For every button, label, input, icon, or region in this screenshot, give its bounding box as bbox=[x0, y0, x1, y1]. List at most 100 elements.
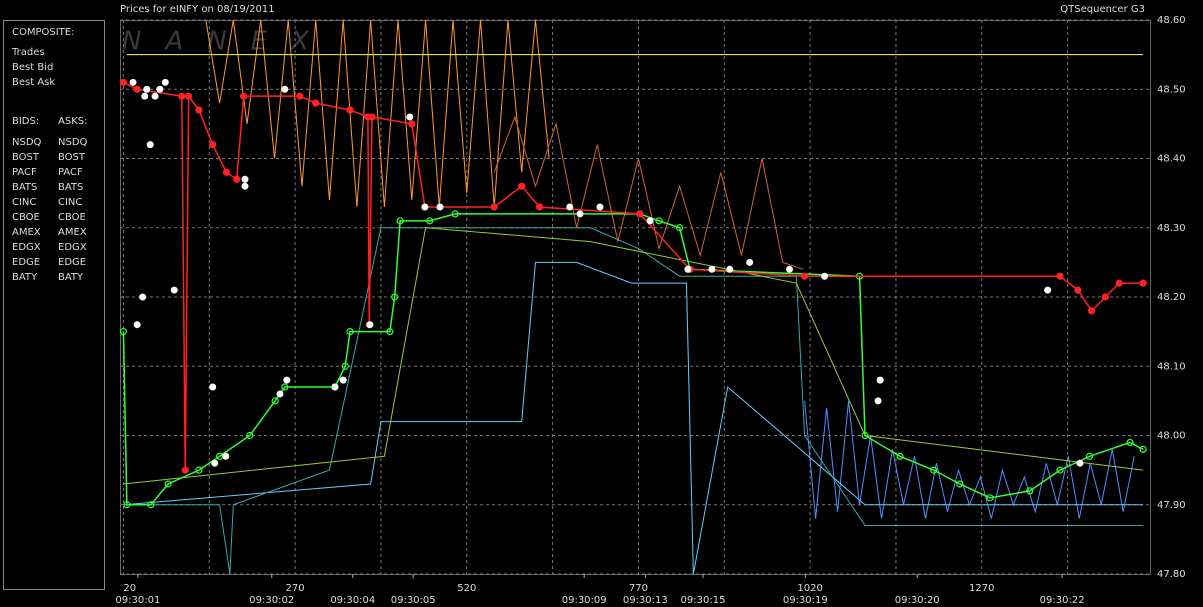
trade-dot bbox=[646, 217, 654, 225]
trade-dot bbox=[170, 286, 178, 294]
quote-marker bbox=[164, 480, 172, 488]
quote-marker bbox=[233, 175, 241, 183]
time-tick-label: 09:30:09 bbox=[562, 595, 607, 606]
trade-dot bbox=[684, 265, 692, 273]
x-tick-label: 1020 bbox=[797, 583, 822, 594]
quote-marker bbox=[222, 168, 231, 176]
quote-marker bbox=[986, 494, 994, 502]
quote-marker bbox=[185, 92, 193, 100]
y-tick-label: 47.90 bbox=[1157, 500, 1186, 511]
quote-marker bbox=[133, 85, 141, 93]
quote-marker bbox=[195, 466, 203, 474]
trade-dot bbox=[156, 85, 164, 93]
legend-bid: EDGX bbox=[12, 242, 41, 253]
quote-marker bbox=[1026, 487, 1034, 495]
quote-marker bbox=[1088, 307, 1096, 315]
quote-marker bbox=[386, 328, 394, 336]
quote-marker bbox=[1074, 286, 1082, 294]
legend-ask: BOST bbox=[58, 152, 86, 163]
legend-heading: ASKS: bbox=[58, 116, 87, 127]
x-tick-label: 270 bbox=[286, 583, 305, 594]
quote-line bbox=[122, 213, 1144, 506]
time-tick-label: 09:30:04 bbox=[330, 595, 375, 606]
legend-heading: BIDS: bbox=[12, 116, 39, 127]
legend-ask: EDGX bbox=[58, 242, 87, 253]
watermark: NANEX bbox=[122, 27, 333, 57]
quote-marker bbox=[636, 210, 644, 218]
legend-ask: AMEX bbox=[58, 227, 87, 238]
y-tick-label: 48.20 bbox=[1157, 292, 1186, 303]
time-tick-label: 09:30:15 bbox=[681, 595, 726, 606]
trade-dot bbox=[746, 258, 754, 266]
legend-ask: CBOE bbox=[58, 212, 86, 223]
quote-marker bbox=[518, 182, 526, 190]
trade-dot bbox=[339, 376, 347, 384]
quote-marker bbox=[119, 78, 128, 86]
quote-marker bbox=[246, 431, 254, 440]
legend-entry: Best Bid bbox=[12, 62, 53, 73]
trade-dot bbox=[276, 390, 284, 398]
quote-marker bbox=[1056, 466, 1064, 474]
trade-dot bbox=[151, 92, 159, 100]
quote-marker bbox=[676, 224, 684, 232]
trade-dot bbox=[209, 383, 217, 391]
legend-ask: EDGE bbox=[58, 257, 86, 268]
quote-marker bbox=[426, 217, 434, 225]
y-tick-label: 48.50 bbox=[1157, 84, 1186, 95]
y-tick-label: 48.60 bbox=[1157, 15, 1186, 26]
quote-marker bbox=[368, 113, 376, 121]
legend-bid: CINC bbox=[12, 197, 36, 208]
ask-line bbox=[493, 115, 804, 270]
quote-marker bbox=[346, 106, 354, 114]
trade-dot bbox=[876, 376, 884, 384]
quote-marker bbox=[341, 362, 349, 370]
quote-marker bbox=[181, 466, 189, 474]
quote-marker bbox=[312, 99, 320, 107]
quote-marker bbox=[178, 92, 186, 100]
quote-marker bbox=[1139, 279, 1147, 287]
trade-dot bbox=[211, 459, 219, 467]
trade-dot bbox=[421, 203, 429, 211]
x-tick-label: 1270 bbox=[969, 583, 994, 594]
quote-marker bbox=[1085, 452, 1094, 460]
quote-marker bbox=[535, 203, 544, 211]
time-tick-label: 09:30:01 bbox=[115, 595, 160, 606]
quote-marker bbox=[896, 452, 904, 460]
trade-dot bbox=[874, 397, 882, 405]
quote-marker bbox=[861, 431, 869, 440]
trade-dot bbox=[146, 141, 154, 149]
legend-ask: NSDQ bbox=[58, 137, 88, 148]
legend-bid: BOST bbox=[12, 152, 40, 163]
trade-dot bbox=[139, 293, 147, 301]
quote-marker bbox=[490, 203, 498, 211]
trade-dot bbox=[222, 452, 230, 460]
quote-marker bbox=[281, 383, 289, 391]
y-tick-label: 48.00 bbox=[1157, 431, 1186, 442]
quote-marker bbox=[296, 92, 304, 100]
trade-dot bbox=[406, 113, 414, 121]
trade-dot bbox=[283, 376, 291, 384]
bid-line bbox=[123, 227, 1144, 575]
time-tick-label: 09:30:20 bbox=[895, 595, 940, 606]
legend-ask: BATY bbox=[58, 272, 84, 283]
bid-line bbox=[123, 261, 1144, 575]
quote-marker bbox=[801, 272, 809, 280]
quote-marker bbox=[271, 397, 279, 405]
time-tick-label: 09:30:19 bbox=[783, 595, 828, 606]
legend-ask: BATS bbox=[58, 182, 83, 193]
y-tick-label: 48.40 bbox=[1157, 154, 1186, 165]
legend-bid: EDGE bbox=[12, 257, 40, 268]
quote-marker bbox=[1115, 279, 1123, 287]
trade-dot bbox=[143, 85, 151, 93]
chart-subtitle: QTSequencer G3 bbox=[1060, 4, 1145, 15]
quote-marker bbox=[119, 328, 128, 336]
legend-bid: CBOE bbox=[12, 212, 40, 223]
legend-entry: Best Ask bbox=[12, 77, 55, 88]
x-tick-label: 20 bbox=[123, 583, 136, 594]
quote-marker bbox=[147, 501, 155, 509]
legend-bid: BATY bbox=[12, 272, 38, 283]
legend-bid: BATS bbox=[12, 182, 37, 193]
trade-dot bbox=[786, 265, 793, 273]
